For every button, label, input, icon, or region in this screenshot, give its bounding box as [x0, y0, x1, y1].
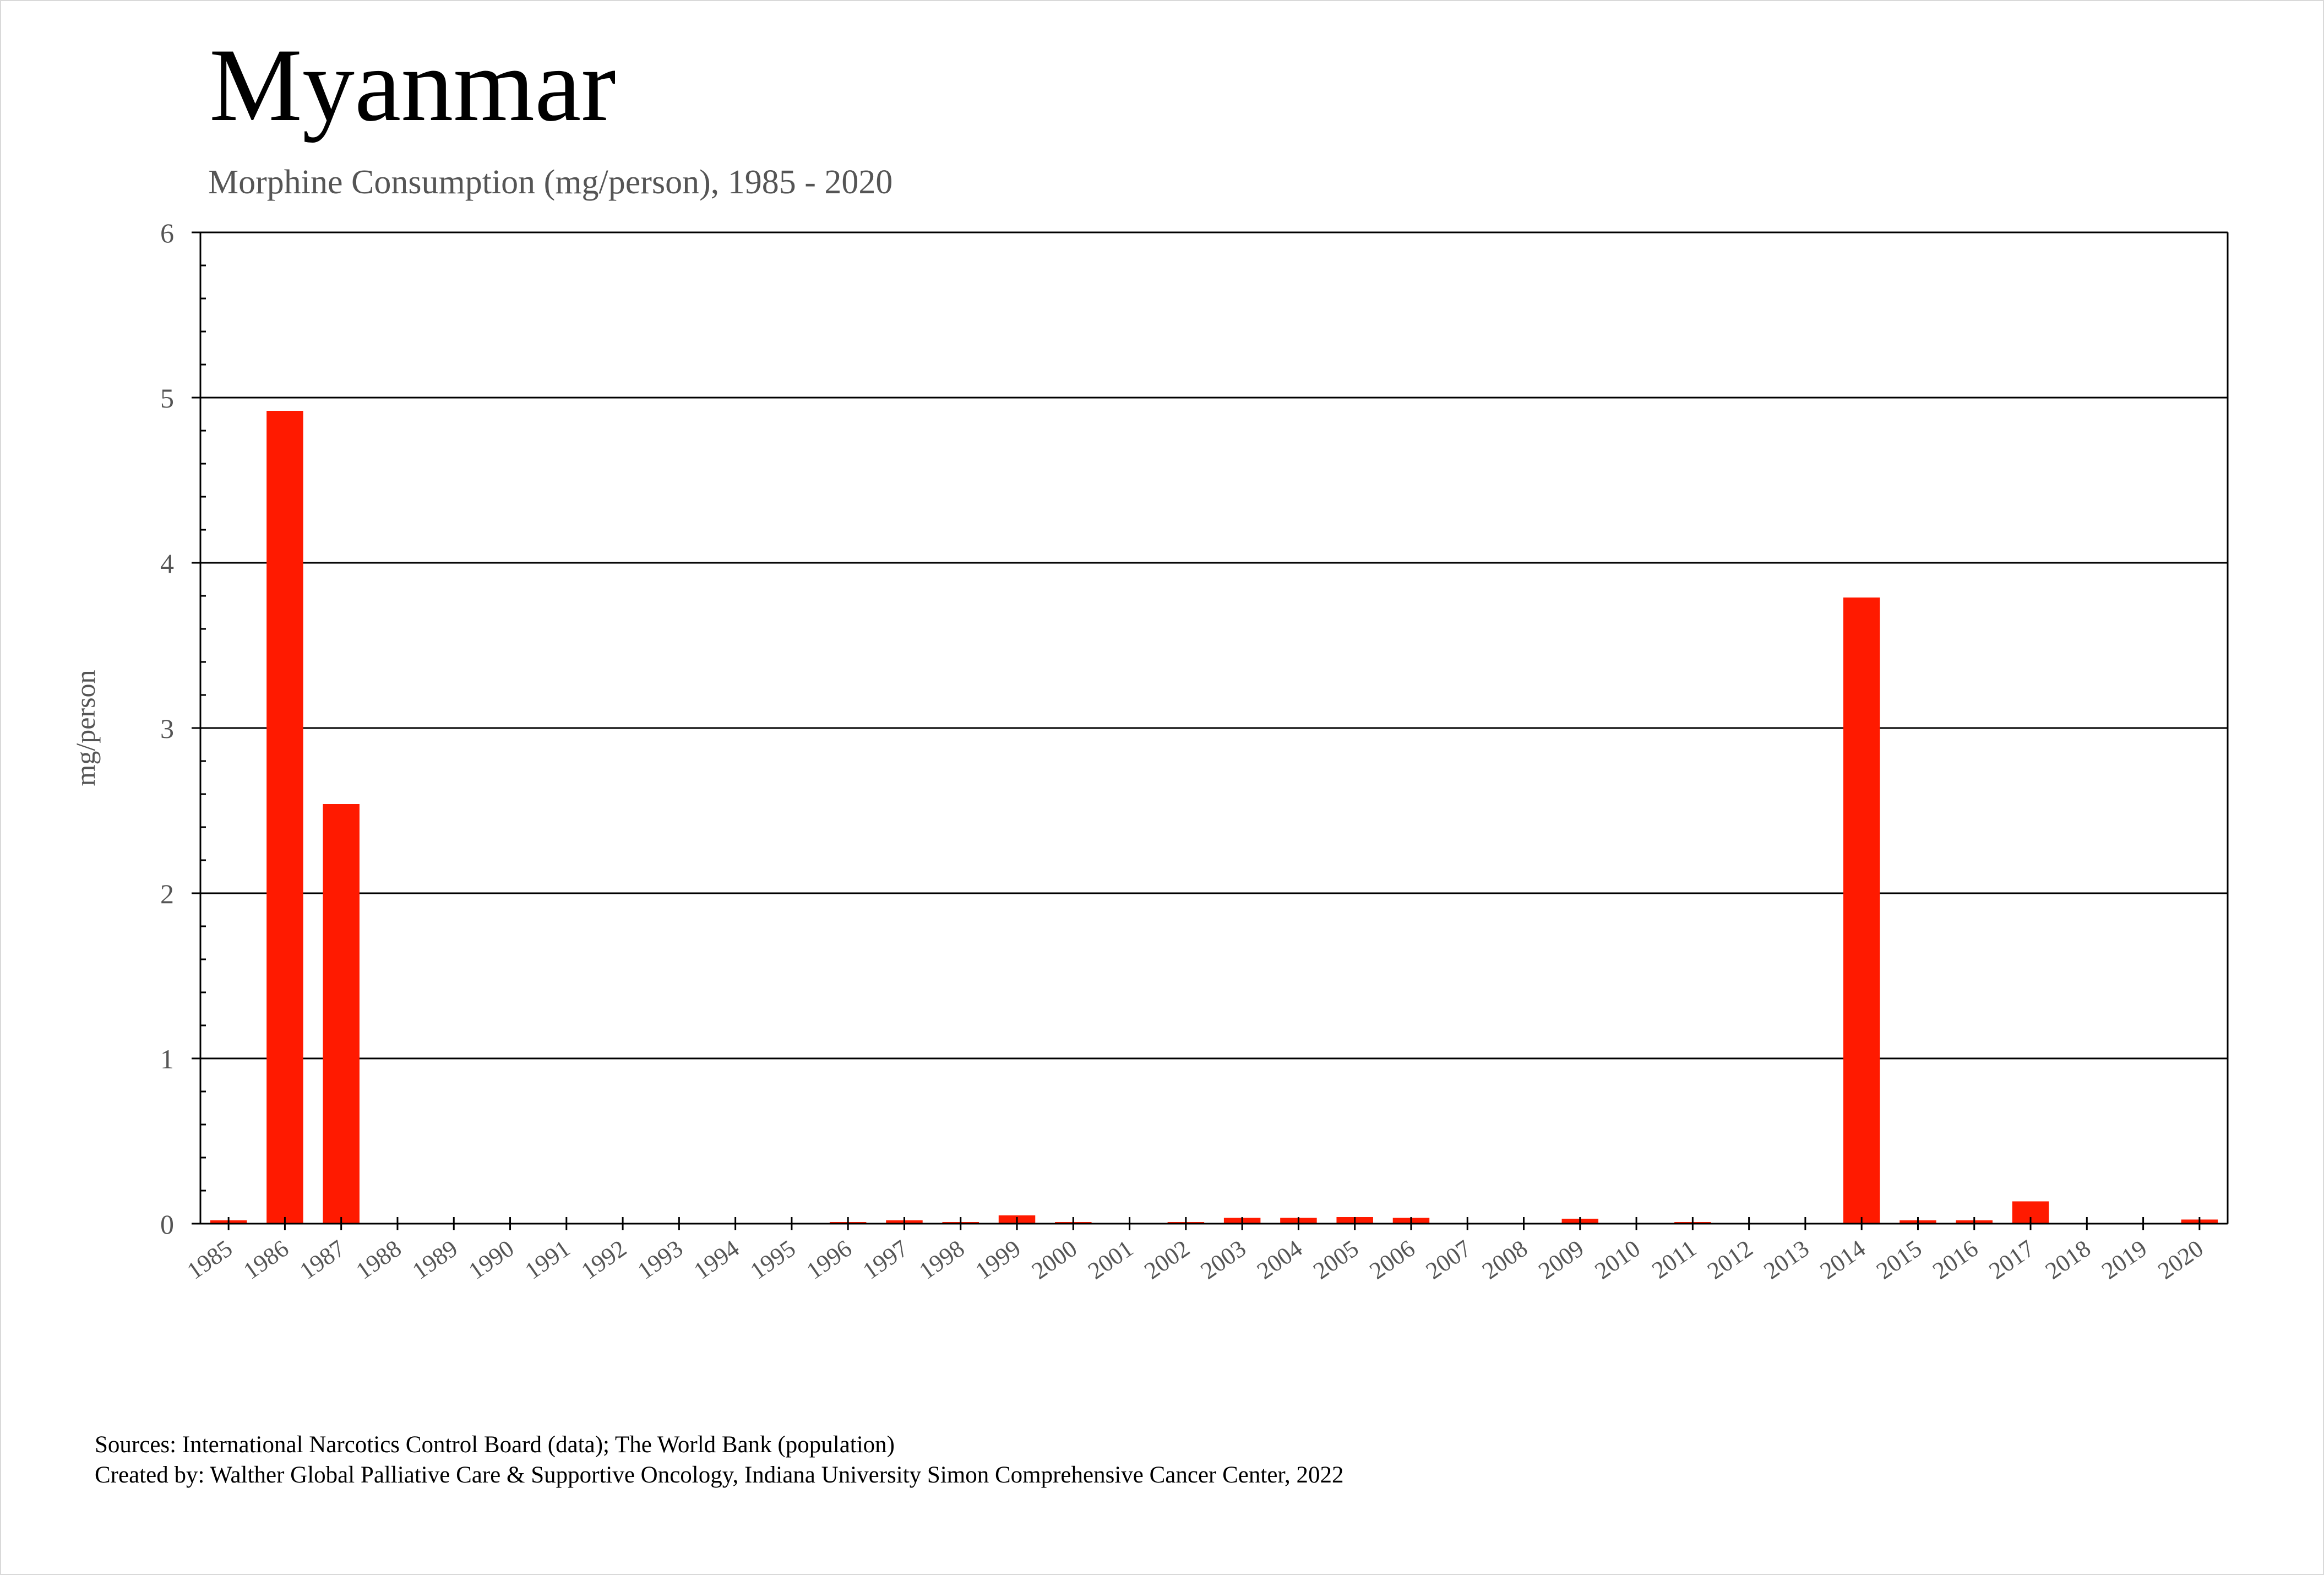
x-tick-label: 2014 — [1815, 1235, 1870, 1285]
credit-note: Created by: Walther Global Palliative Ca… — [95, 1462, 1344, 1488]
x-tick-label: 2003 — [1196, 1235, 1251, 1285]
x-tick-label: 1987 — [295, 1235, 350, 1285]
chart-subtitle: Morphine Consumption (mg/person), 1985 -… — [208, 164, 893, 201]
x-tick-label: 2009 — [1533, 1235, 1588, 1285]
y-tick-label: 4 — [160, 548, 174, 579]
x-tick-label: 2011 — [1647, 1235, 1701, 1284]
x-tick-label: 2007 — [1421, 1235, 1476, 1285]
x-tick-label: 2010 — [1590, 1235, 1645, 1285]
x-tick-label: 2008 — [1477, 1235, 1532, 1285]
x-tick-label: 1988 — [351, 1235, 406, 1285]
x-tick-label: 2017 — [1984, 1235, 2039, 1285]
x-tick-label: 1990 — [464, 1235, 519, 1285]
sources-note: Sources: International Narcotics Control… — [95, 1432, 895, 1458]
y-tick-label: 2 — [160, 878, 174, 909]
x-tick-label: 2004 — [1252, 1235, 1307, 1285]
x-tick-label: 2000 — [1027, 1235, 1082, 1285]
x-tick-label: 1986 — [238, 1235, 293, 1285]
bar-1987 — [323, 804, 360, 1224]
y-tick-label: 1 — [160, 1044, 174, 1074]
bar-1986 — [266, 411, 303, 1224]
x-tick-label: 2006 — [1365, 1235, 1420, 1285]
bar-2014 — [1843, 598, 1880, 1224]
x-tick-label: 1995 — [745, 1235, 800, 1285]
x-tick-label: 2015 — [1871, 1235, 1926, 1285]
x-tick-label: 1998 — [914, 1235, 969, 1285]
x-tick-label: 1999 — [971, 1235, 1026, 1285]
x-tick-label: 1985 — [182, 1235, 237, 1285]
x-tick-label: 2001 — [1083, 1235, 1138, 1285]
x-tick-label: 2005 — [1308, 1235, 1363, 1285]
x-tick-label: 1992 — [576, 1235, 632, 1285]
x-tick-label: 2020 — [2153, 1235, 2208, 1285]
x-tick-label: 2019 — [2097, 1235, 2152, 1285]
y-tick-label: 6 — [160, 218, 174, 248]
x-tick-label: 1989 — [407, 1235, 462, 1285]
y-axis-label: mg/person — [70, 670, 101, 786]
x-tick-label: 2018 — [2040, 1235, 2096, 1285]
chart-title: Myanmar — [209, 28, 616, 143]
x-tick-label: 2002 — [1139, 1235, 1194, 1285]
x-tick-label: 2013 — [1759, 1235, 1814, 1285]
x-tick-label: 1993 — [633, 1235, 688, 1285]
x-tick-label: 1996 — [802, 1235, 857, 1285]
x-tick-label: 1991 — [520, 1235, 575, 1285]
gridlines — [200, 231, 2228, 1060]
x-tick-label: 1997 — [858, 1235, 913, 1285]
x-tick-label: 2012 — [1702, 1235, 1757, 1285]
x-tick-label: 2016 — [1928, 1235, 1983, 1285]
bars — [210, 411, 2218, 1224]
y-tick-label: 5 — [160, 383, 174, 414]
axes — [192, 231, 2229, 1230]
y-tick-label: 0 — [160, 1209, 174, 1240]
y-tick-label: 3 — [160, 713, 174, 744]
x-tick-label: 1994 — [689, 1235, 744, 1285]
